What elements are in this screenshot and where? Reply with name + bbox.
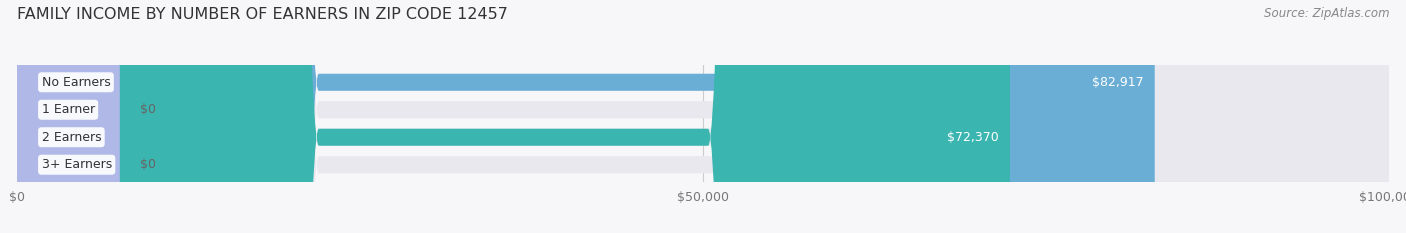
- FancyBboxPatch shape: [17, 0, 120, 233]
- FancyBboxPatch shape: [17, 0, 1389, 233]
- Text: Source: ZipAtlas.com: Source: ZipAtlas.com: [1264, 7, 1389, 20]
- Text: $0: $0: [141, 103, 156, 116]
- Text: 2 Earners: 2 Earners: [42, 131, 101, 144]
- FancyBboxPatch shape: [17, 0, 1389, 233]
- Text: $82,917: $82,917: [1092, 76, 1143, 89]
- Text: $0: $0: [141, 158, 156, 171]
- Text: 3+ Earners: 3+ Earners: [42, 158, 112, 171]
- FancyBboxPatch shape: [17, 0, 1389, 233]
- FancyBboxPatch shape: [17, 0, 1010, 233]
- Text: $72,370: $72,370: [948, 131, 1000, 144]
- FancyBboxPatch shape: [17, 0, 1389, 233]
- FancyBboxPatch shape: [17, 0, 1154, 233]
- Text: No Earners: No Earners: [42, 76, 110, 89]
- Text: FAMILY INCOME BY NUMBER OF EARNERS IN ZIP CODE 12457: FAMILY INCOME BY NUMBER OF EARNERS IN ZI…: [17, 7, 508, 22]
- Text: 1 Earner: 1 Earner: [42, 103, 94, 116]
- FancyBboxPatch shape: [17, 0, 120, 233]
